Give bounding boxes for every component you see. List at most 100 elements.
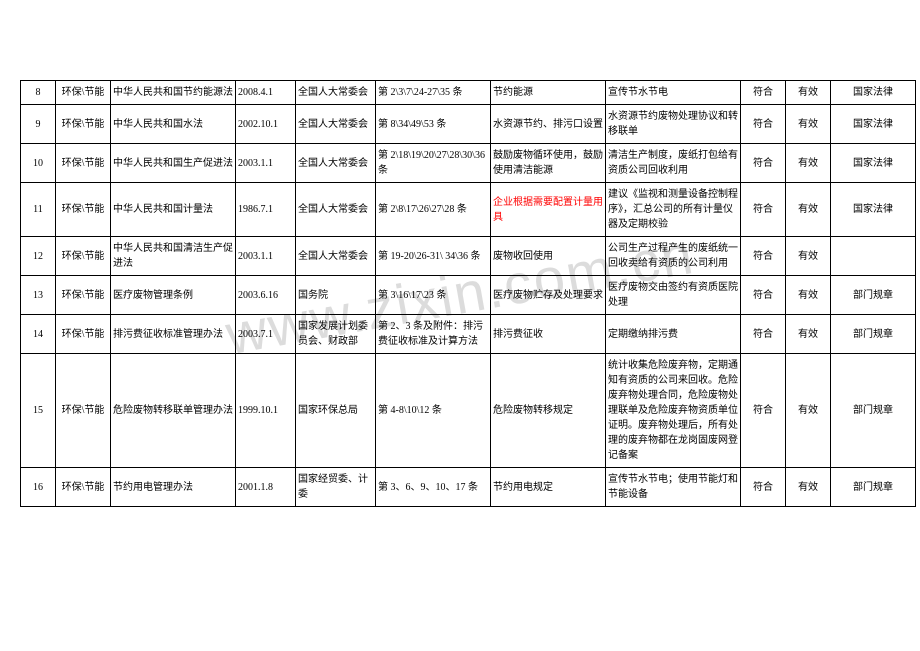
clause-cell: 第 19-20\26-31\ 34\36 条 (376, 237, 491, 276)
idx-cell: 14 (21, 315, 56, 354)
date-cell: 1986.7.1 (236, 183, 296, 237)
date-cell: 2001.1.8 (236, 468, 296, 507)
org-cell: 国家经贸委、计委 (296, 468, 376, 507)
page-container: www.zixin.com.cn 8环保\节能中华人民共和国节约能源法2008.… (20, 80, 900, 507)
name-cell: 排污费征收标准管理办法 (111, 315, 236, 354)
type-cell: 国家法律 (831, 144, 916, 183)
org-cell: 全国人大常委会 (296, 81, 376, 105)
valid-cell: 有效 (786, 237, 831, 276)
org-cell: 全国人大常委会 (296, 105, 376, 144)
table-row: 9环保\节能中华人民共和国水法2002.10.1全国人大常委会第 8\34\49… (21, 105, 916, 144)
summary-cell: 节约能源 (491, 81, 606, 105)
valid-cell: 有效 (786, 81, 831, 105)
name-cell: 危险废物转移联单管理办法 (111, 354, 236, 468)
type-cell: 部门规章 (831, 276, 916, 315)
table-row: 15环保\节能危险废物转移联单管理办法1999.10.1国家环保总局第 4-8\… (21, 354, 916, 468)
detail-cell: 水资源节约废物处理协议和转移联单 (606, 105, 741, 144)
detail-cell: 清洁生产制度，废纸打包给有资质公司回收利用 (606, 144, 741, 183)
idx-cell: 10 (21, 144, 56, 183)
summary-cell: 企业根据需要配置计量用具 (491, 183, 606, 237)
org-cell: 国务院 (296, 276, 376, 315)
date-cell: 2003.1.1 (236, 237, 296, 276)
regulation-table: 8环保\节能中华人民共和国节约能源法2008.4.1全国人大常委会第 2\3\7… (20, 80, 916, 507)
category-cell: 环保\节能 (56, 354, 111, 468)
clause-cell: 第 2\8\17\26\27\28 条 (376, 183, 491, 237)
org-cell: 全国人大常委会 (296, 237, 376, 276)
fit-cell: 符合 (741, 237, 786, 276)
name-cell: 中华人民共和国清洁生产促进法 (111, 237, 236, 276)
category-cell: 环保\节能 (56, 237, 111, 276)
valid-cell: 有效 (786, 144, 831, 183)
table-row: 10环保\节能中华人民共和国生产促进法2003.1.1全国人大常委会第 2\18… (21, 144, 916, 183)
idx-cell: 9 (21, 105, 56, 144)
summary-cell: 鼓励废物循环使用，鼓励使用清洁能源 (491, 144, 606, 183)
type-cell (831, 237, 916, 276)
clause-cell: 第 4-8\10\12 条 (376, 354, 491, 468)
clause-cell: 第 3\16\17\23 条 (376, 276, 491, 315)
name-cell: 节约用电管理办法 (111, 468, 236, 507)
category-cell: 环保\节能 (56, 144, 111, 183)
fit-cell: 符合 (741, 144, 786, 183)
org-cell: 全国人大常委会 (296, 144, 376, 183)
table-row: 14环保\节能排污费征收标准管理办法2003.7.1国家发展计划委员会、财政部第… (21, 315, 916, 354)
detail-cell: 公司生产过程产生的废纸统一回收卖给有资质的公司利用 (606, 237, 741, 276)
summary-cell: 节约用电规定 (491, 468, 606, 507)
date-cell: 2003.6.16 (236, 276, 296, 315)
type-cell: 部门规章 (831, 468, 916, 507)
table-row: 16环保\节能节约用电管理办法2001.1.8国家经贸委、计委第 3、6、9、1… (21, 468, 916, 507)
detail-cell: 统计收集危险废弃物，定期通知有资质的公司来回收。危险废弃物处理合同，危险废物处理… (606, 354, 741, 468)
date-cell: 2003.7.1 (236, 315, 296, 354)
name-cell: 中华人民共和国生产促进法 (111, 144, 236, 183)
valid-cell: 有效 (786, 354, 831, 468)
valid-cell: 有效 (786, 183, 831, 237)
table-row: 13环保\节能医疗废物管理条例2003.6.16国务院第 3\16\17\23 … (21, 276, 916, 315)
category-cell: 环保\节能 (56, 81, 111, 105)
category-cell: 环保\节能 (56, 105, 111, 144)
idx-cell: 12 (21, 237, 56, 276)
valid-cell: 有效 (786, 315, 831, 354)
table-row: 8环保\节能中华人民共和国节约能源法2008.4.1全国人大常委会第 2\3\7… (21, 81, 916, 105)
clause-cell: 第 2\18\19\20\27\28\30\36 条 (376, 144, 491, 183)
fit-cell: 符合 (741, 276, 786, 315)
detail-cell: 建议《监视和测量设备控制程序》，汇总公司的所有计量仪器及定期校验 (606, 183, 741, 237)
table-row: 11环保\节能中华人民共和国计量法1986.7.1全国人大常委会第 2\8\17… (21, 183, 916, 237)
summary-cell: 排污费征收 (491, 315, 606, 354)
summary-cell: 危险废物转移规定 (491, 354, 606, 468)
clause-cell: 第 2、3 条及附件：排污费征收标准及计算方法 (376, 315, 491, 354)
detail-cell: 宣传节水节电 (606, 81, 741, 105)
date-cell: 2008.4.1 (236, 81, 296, 105)
idx-cell: 15 (21, 354, 56, 468)
detail-cell: 定期缴纳排污费 (606, 315, 741, 354)
fit-cell: 符合 (741, 81, 786, 105)
org-cell: 国家环保总局 (296, 354, 376, 468)
detail-cell: 医疗废物交由签约有资质医院处理 (606, 276, 741, 315)
type-cell: 国家法律 (831, 183, 916, 237)
idx-cell: 11 (21, 183, 56, 237)
type-cell: 部门规章 (831, 315, 916, 354)
type-cell: 部门规章 (831, 354, 916, 468)
category-cell: 环保\节能 (56, 468, 111, 507)
fit-cell: 符合 (741, 105, 786, 144)
type-cell: 国家法律 (831, 105, 916, 144)
category-cell: 环保\节能 (56, 315, 111, 354)
fit-cell: 符合 (741, 315, 786, 354)
detail-cell: 宣传节水节电；使用节能灯和节能设备 (606, 468, 741, 507)
type-cell: 国家法律 (831, 81, 916, 105)
date-cell: 1999.10.1 (236, 354, 296, 468)
fit-cell: 符合 (741, 468, 786, 507)
clause-cell: 第 2\3\7\24-27\35 条 (376, 81, 491, 105)
table-row: 12环保\节能中华人民共和国清洁生产促进法2003.1.1全国人大常委会第 19… (21, 237, 916, 276)
org-cell: 全国人大常委会 (296, 183, 376, 237)
category-cell: 环保\节能 (56, 183, 111, 237)
idx-cell: 8 (21, 81, 56, 105)
fit-cell: 符合 (741, 354, 786, 468)
clause-cell: 第 3、6、9、10、17 条 (376, 468, 491, 507)
summary-cell: 废物收回使用 (491, 237, 606, 276)
fit-cell: 符合 (741, 183, 786, 237)
date-cell: 2002.10.1 (236, 105, 296, 144)
name-cell: 中华人民共和国计量法 (111, 183, 236, 237)
summary-cell: 医疗废物贮存及处理要求 (491, 276, 606, 315)
clause-cell: 第 8\34\49\53 条 (376, 105, 491, 144)
idx-cell: 16 (21, 468, 56, 507)
valid-cell: 有效 (786, 468, 831, 507)
